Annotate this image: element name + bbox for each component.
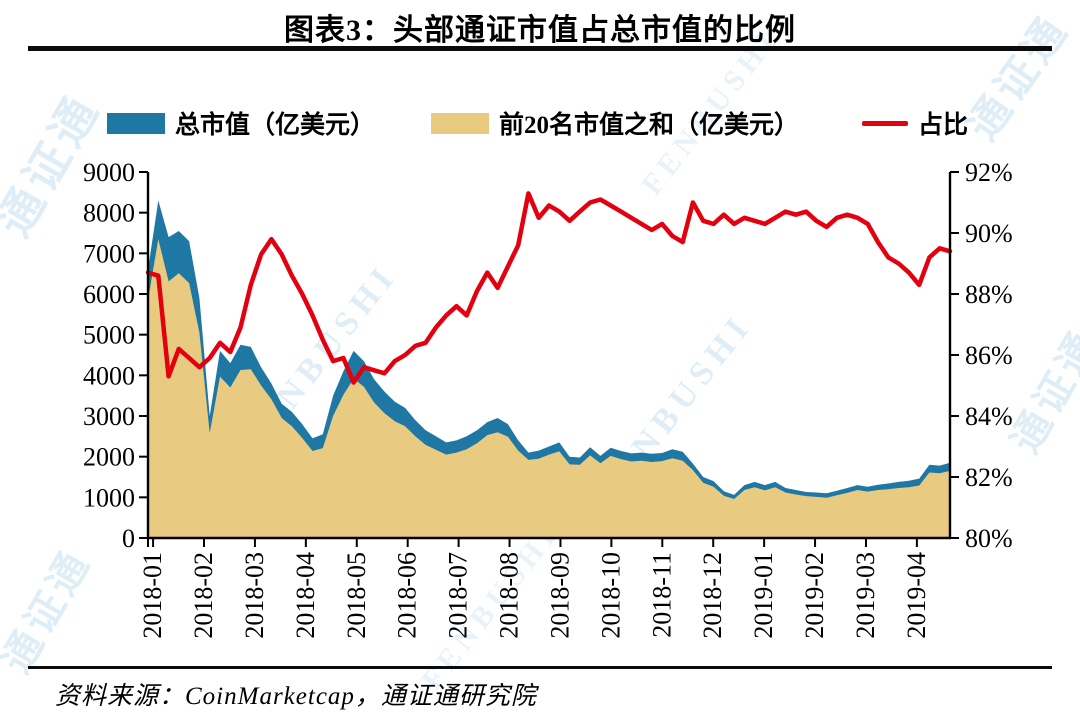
y-left-tick-label: 9000: [83, 158, 135, 187]
legend-label-ratio: 占比: [918, 112, 969, 139]
legend-swatch-top20-sum: [431, 112, 489, 134]
legend-swatch-ratio-line: [862, 120, 908, 126]
y-left-tick-label: 8000: [83, 199, 135, 228]
x-tick-label: 2018-07: [444, 552, 473, 639]
y-left-tick-label: 1000: [83, 483, 135, 512]
x-tick-label: 2018-12: [698, 552, 727, 639]
ratio-line: [145, 191, 953, 385]
x-tick-label: 2018-06: [393, 552, 422, 639]
footer-divider: [28, 666, 1052, 669]
x-tick-label: 2018-05: [342, 552, 371, 639]
y-right-tick-label: 84%: [965, 402, 1013, 431]
y-left-tick-label: 5000: [83, 321, 135, 350]
y-right-tick-label: 88%: [965, 280, 1013, 309]
y-right-tick-label: 86%: [965, 341, 1013, 370]
x-tick-label: 2019-03: [851, 552, 880, 639]
x-tick-label: 2018-03: [240, 552, 269, 639]
x-tick-label: 2018-08: [495, 552, 524, 639]
y-left-tick-label: 7000: [83, 239, 135, 268]
legend-swatch-total-marketcap: [107, 112, 165, 134]
x-tick-label: 2018-10: [596, 552, 625, 639]
legend-item-ratio: 占比: [862, 110, 968, 139]
figure-title: 图表3：头部通证市值占总市值的比例: [284, 14, 796, 47]
x-tick-label: 2019-04: [902, 552, 931, 639]
y-right-tick-label: 80%: [965, 524, 1013, 553]
x-tick-label: 2018-04: [291, 552, 320, 639]
top20-marketcap-area: [148, 239, 950, 538]
x-tick-label: 2018-02: [189, 552, 218, 639]
x-tick-label: 2018-11: [647, 552, 676, 638]
source-note: 资料来源：CoinMarketcap，通证通研究院: [55, 683, 537, 710]
y-left-tick-label: 2000: [83, 443, 135, 472]
legend-label-top20-sum: 前20名市值之和（亿美元）: [499, 112, 800, 139]
y-right-tick-label: 82%: [965, 463, 1013, 492]
legend-item-total-marketcap: 总市值（亿美元）: [107, 110, 375, 139]
y-left-tick-label: 0: [122, 524, 135, 553]
x-tick-label: 2018-09: [546, 552, 575, 639]
y-right-tick-label: 90%: [965, 219, 1013, 248]
legend-label-total-marketcap: 总市值（亿美元）: [175, 112, 376, 139]
x-tick-label: 2019-02: [800, 552, 829, 639]
y-left-tick-label: 4000: [83, 361, 135, 390]
x-tick-label: 2018-01: [138, 552, 167, 639]
y-left-tick-label: 6000: [83, 280, 135, 309]
legend-item-top20-sum: 前20名市值之和（亿美元）: [431, 110, 799, 139]
x-tick-label: 2019-01: [749, 552, 778, 639]
y-right-tick-label: 92%: [965, 158, 1013, 187]
y-left-tick-label: 3000: [83, 402, 135, 431]
title-divider: [28, 46, 1052, 51]
chart-plot: 9000 8000 7000 6000 5000 4000 3000 2000 1000 0 92%…: [83, 158, 1013, 639]
